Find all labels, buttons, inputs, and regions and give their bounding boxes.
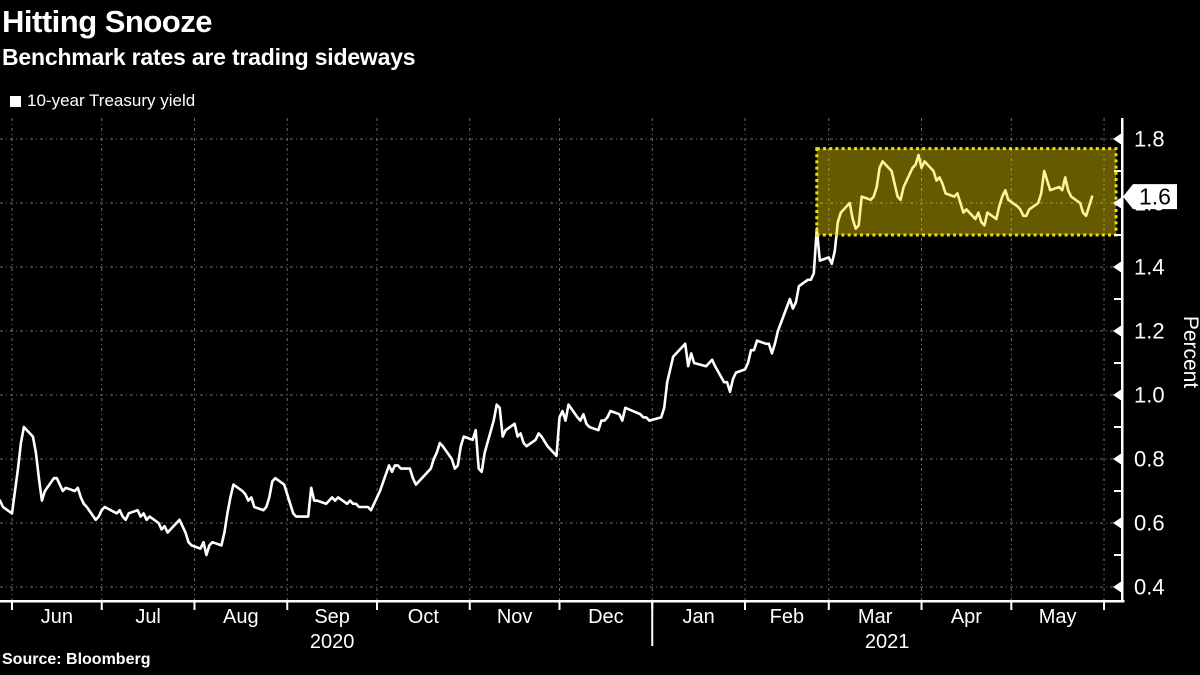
- month-label: Aug: [223, 606, 259, 628]
- last-value-label: 1.6: [1139, 184, 1171, 210]
- y-tick-label: 1.4: [1134, 255, 1165, 280]
- highlight-range-border: [815, 147, 1118, 237]
- x-axis-line: [0, 600, 1125, 603]
- month-label: Oct: [408, 606, 440, 628]
- year-label: 2021: [865, 631, 910, 653]
- y-axis-title: Percent: [1179, 316, 1200, 389]
- legend-label: 10-year Treasury yield: [27, 91, 196, 110]
- y-major-tick: [1113, 453, 1122, 465]
- month-label: Jun: [41, 606, 73, 628]
- last-value-marker: 1.6: [1123, 184, 1177, 210]
- month-label: Apr: [951, 606, 982, 628]
- y-tick-label: 0.6: [1134, 511, 1165, 536]
- y-tick-label: 1.2: [1134, 319, 1165, 344]
- year-label: 2020: [310, 631, 355, 653]
- y-major-tick: [1113, 197, 1122, 209]
- last-value-tag: [1123, 184, 1177, 210]
- y-major-tick: [1113, 133, 1122, 145]
- y-tick-label: 1.0: [1134, 383, 1165, 408]
- page-title: Hitting Snooze: [2, 4, 212, 39]
- highlight-range-fill: [816, 148, 1117, 235]
- source-note: Source: Bloomberg: [2, 651, 151, 668]
- y-major-tick: [1113, 581, 1122, 593]
- y-tick-label: 0.8: [1134, 447, 1165, 472]
- gridlines: [0, 118, 1122, 600]
- chart-subtitle: Benchmark rates are trading sideways: [2, 44, 416, 70]
- y-tick-label: 0.4: [1134, 575, 1165, 600]
- month-label: Sep: [314, 606, 350, 628]
- treasury-yield-line: [0, 153, 1094, 557]
- y-major-tick: [1113, 261, 1122, 273]
- y-tick-label: 1.8: [1134, 127, 1165, 152]
- month-label: Nov: [497, 606, 533, 628]
- y-major-tick: [1113, 389, 1122, 401]
- y-axis-line: [1121, 118, 1124, 602]
- legend-swatch-icon: [10, 95, 21, 107]
- month-label: May: [1039, 606, 1077, 628]
- legend: 10-year Treasury yield: [10, 91, 195, 111]
- month-label: Jan: [683, 606, 715, 628]
- month-label: Jul: [135, 606, 161, 628]
- y-major-tick: [1113, 517, 1122, 529]
- month-label: Feb: [770, 606, 804, 628]
- y-major-tick: [1113, 325, 1122, 337]
- month-label: Mar: [858, 606, 893, 628]
- month-label: Dec: [588, 606, 624, 628]
